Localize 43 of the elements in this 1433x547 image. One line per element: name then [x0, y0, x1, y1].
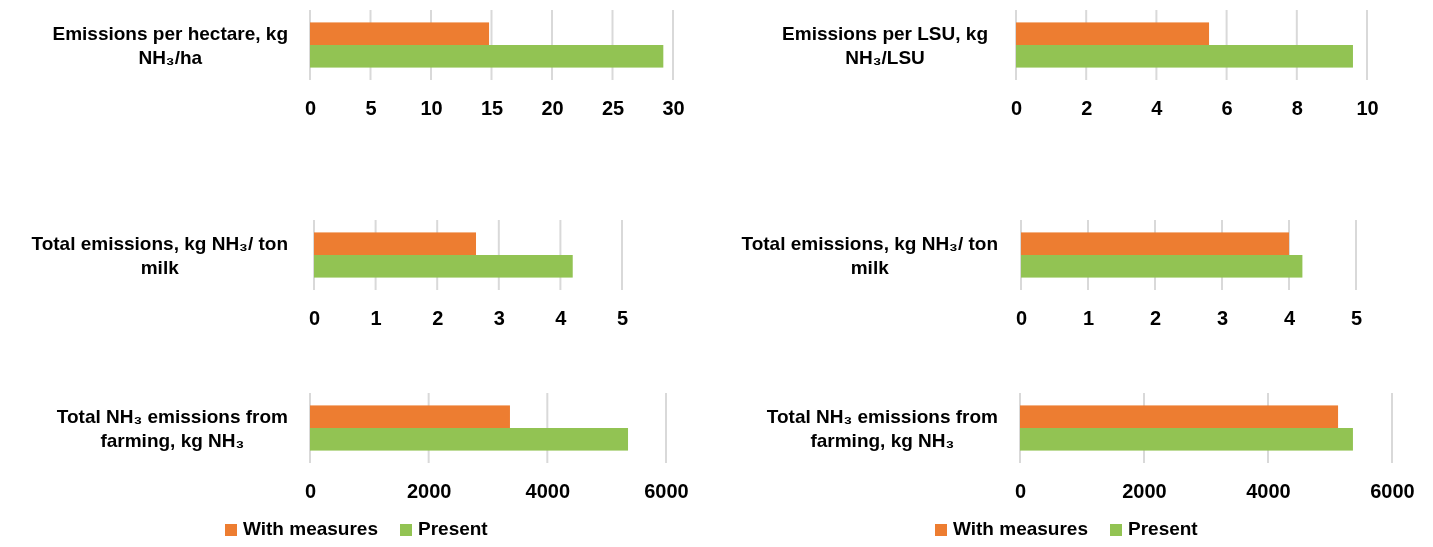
x-tick-label: 4: [555, 307, 568, 330]
x-tick-label: 2: [1081, 97, 1093, 120]
x-tick-label: 0: [304, 480, 317, 503]
x-tick-label: 1: [1082, 307, 1095, 330]
x-tick-label: 10: [420, 97, 443, 120]
legend-label: Present: [418, 518, 489, 539]
x-tick-label: 0: [308, 307, 321, 330]
y-tick-label: Total NH₃ emissions from farming, kg NH₃: [56, 406, 288, 451]
x-tick-label: 20: [541, 97, 564, 120]
x-tick-label: 0: [1010, 97, 1023, 120]
x-tick-label: 6000: [644, 480, 689, 503]
x-tick-label: 4: [1151, 97, 1164, 120]
x-tick-label: 8: [1291, 97, 1303, 120]
x-tick-label: 10: [1356, 97, 1379, 120]
x-tick-label: 0: [1015, 307, 1028, 330]
x-tick-label: 0: [304, 97, 317, 120]
x-tick-label: 3: [1216, 307, 1229, 330]
y-tick-label: Total emissions, kg NH₃/ ton milk: [741, 233, 998, 278]
x-tick-label: 2000: [1122, 480, 1167, 503]
x-tick-label: 4000: [525, 480, 571, 503]
legend-label: With measures: [953, 518, 1088, 539]
legend-label: Present: [1128, 518, 1199, 539]
x-tick-label: 4000: [1246, 480, 1291, 503]
legend-label: With measures: [243, 518, 378, 539]
x-tick-label: 2000: [406, 480, 452, 503]
x-tick-label: 4: [1283, 307, 1296, 330]
y-tick-label: Emissions per LSU, kg NH₃/LSU: [782, 23, 988, 68]
x-tick-label: 5: [1350, 307, 1363, 330]
x-tick-label: 5: [616, 307, 629, 330]
x-tick-label: 2: [432, 307, 444, 330]
x-tick-label: 3: [493, 307, 505, 330]
x-tick-label: 6000: [1370, 480, 1415, 503]
x-tick-label: 0: [1014, 480, 1027, 503]
x-tick-label: 30: [662, 97, 685, 120]
x-tick-label: 1: [370, 307, 382, 330]
y-tick-label: Total emissions, kg NH₃/ ton milk: [31, 233, 288, 278]
x-tick-label: 25: [601, 97, 625, 120]
x-tick-label: 15: [480, 97, 504, 120]
y-tick-label: Emissions per hectare, kg NH₃/ha: [52, 23, 288, 68]
x-tick-label: 2: [1149, 307, 1162, 330]
x-tick-label: 6: [1221, 97, 1233, 120]
x-tick-label: 5: [365, 97, 377, 120]
y-tick-label: Total NH₃ emissions from farming, kg NH₃: [766, 406, 998, 451]
